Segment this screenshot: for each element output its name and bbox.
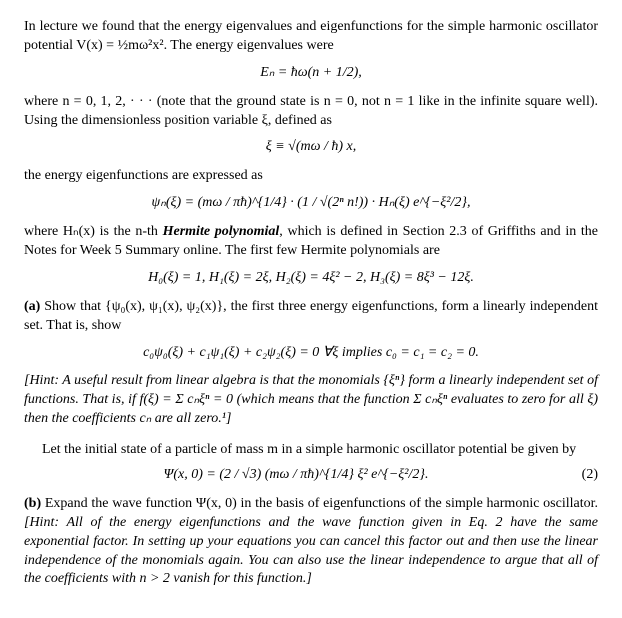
part-a: (a) Show that {ψ₀(x), ψ₁(x), ψ₂(x)}, the… (24, 298, 598, 336)
equation-linear-independence: c₀ψ₀(ξ) + c₁ψ₁(ξ) + c₂ψ₂(ξ) = 0 ∀ξ impli… (24, 344, 598, 363)
part-b: (b) Expand the wave function Ψ(x, 0) in … (24, 495, 598, 589)
equation-psi-n: ψₙ(ξ) = (mω / πħ)^{1/4} · (1 / √(2ⁿ n!))… (24, 194, 598, 213)
intro-paragraph-1: In lecture we found that the energy eige… (24, 18, 598, 56)
equation-number-2: (2) (568, 466, 598, 485)
part-a-label: (a) (24, 299, 40, 314)
part-a-text: Show that {ψ₀(x), ψ₁(x), ψ₂(x)}, the fir… (24, 299, 598, 333)
part-b-text: Expand the wave function Ψ(x, 0) in the … (41, 496, 598, 511)
intro-paragraph-2: where n = 0, 1, 2, · · · (note that the … (24, 93, 598, 131)
hermite-paragraph: where Hₙ(x) is the n-th Hermite polynomi… (24, 223, 598, 261)
hint-a: [Hint: A useful result from linear algeb… (24, 372, 598, 429)
equation-initial-state: Ψ(x, 0) = (2 / √3) (mω / πħ)^{1/4} ξ² e^… (24, 466, 568, 485)
hermite-text-a: where Hₙ(x) is the n-th (24, 224, 163, 239)
part-b-label: (b) (24, 496, 41, 511)
equation-hermite-list: H₀(ξ) = 1, H₁(ξ) = 2ξ, H₂(ξ) = 4ξ² − 2, … (24, 269, 598, 288)
hermite-term: Hermite polynomial (163, 224, 280, 239)
equation-energy: Eₙ = ħω(n + 1/2), (24, 64, 598, 83)
hint-b: [Hint: All of the energy eigenfunctions … (24, 515, 598, 587)
initial-state-paragraph: Let the initial state of a particle of m… (24, 441, 598, 460)
equation-initial-state-row: Ψ(x, 0) = (2 / √3) (mω / πħ)^{1/4} ξ² e^… (24, 466, 598, 485)
intro-paragraph-3: the energy eigenfunctions are expressed … (24, 167, 598, 186)
equation-xi: ξ ≡ √(mω / ħ) x, (24, 138, 598, 157)
